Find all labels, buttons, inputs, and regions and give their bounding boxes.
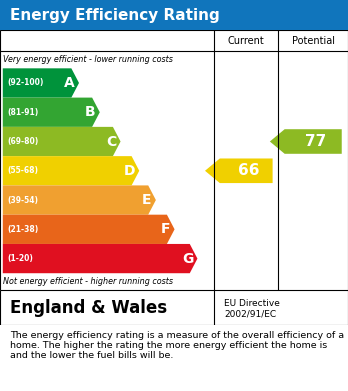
Text: (39-54): (39-54): [7, 196, 38, 204]
Text: A: A: [64, 76, 75, 90]
Polygon shape: [3, 127, 120, 156]
Polygon shape: [3, 156, 139, 185]
Text: Not energy efficient - higher running costs: Not energy efficient - higher running co…: [3, 277, 174, 286]
Text: 2002/91/EC: 2002/91/EC: [224, 310, 277, 319]
Text: D: D: [124, 164, 135, 178]
Text: (81-91): (81-91): [7, 108, 38, 117]
Text: Very energy efficient - lower running costs: Very energy efficient - lower running co…: [3, 56, 173, 65]
Text: F: F: [161, 222, 171, 236]
Text: C: C: [106, 135, 116, 149]
Text: E: E: [142, 193, 152, 207]
Text: B: B: [85, 105, 96, 119]
Polygon shape: [3, 68, 79, 98]
Polygon shape: [3, 215, 175, 244]
Text: (1-20): (1-20): [7, 254, 33, 263]
Polygon shape: [205, 158, 272, 183]
Text: (92-100): (92-100): [7, 79, 44, 88]
Polygon shape: [3, 244, 197, 273]
Text: (55-68): (55-68): [7, 166, 38, 175]
Text: Current: Current: [228, 36, 264, 46]
Text: The energy efficiency rating is a measure of the overall efficiency of a home. T: The energy efficiency rating is a measur…: [10, 330, 345, 361]
Text: Energy Efficiency Rating: Energy Efficiency Rating: [10, 7, 220, 23]
Text: G: G: [182, 251, 193, 265]
Polygon shape: [3, 98, 100, 127]
Text: England & Wales: England & Wales: [10, 299, 168, 317]
Text: 77: 77: [306, 134, 327, 149]
Text: Potential: Potential: [292, 36, 335, 46]
Polygon shape: [270, 129, 342, 154]
Text: 66: 66: [238, 163, 260, 178]
Text: EU Directive: EU Directive: [224, 299, 280, 308]
Text: (21-38): (21-38): [7, 225, 38, 234]
Polygon shape: [3, 185, 156, 215]
Text: (69-80): (69-80): [7, 137, 38, 146]
